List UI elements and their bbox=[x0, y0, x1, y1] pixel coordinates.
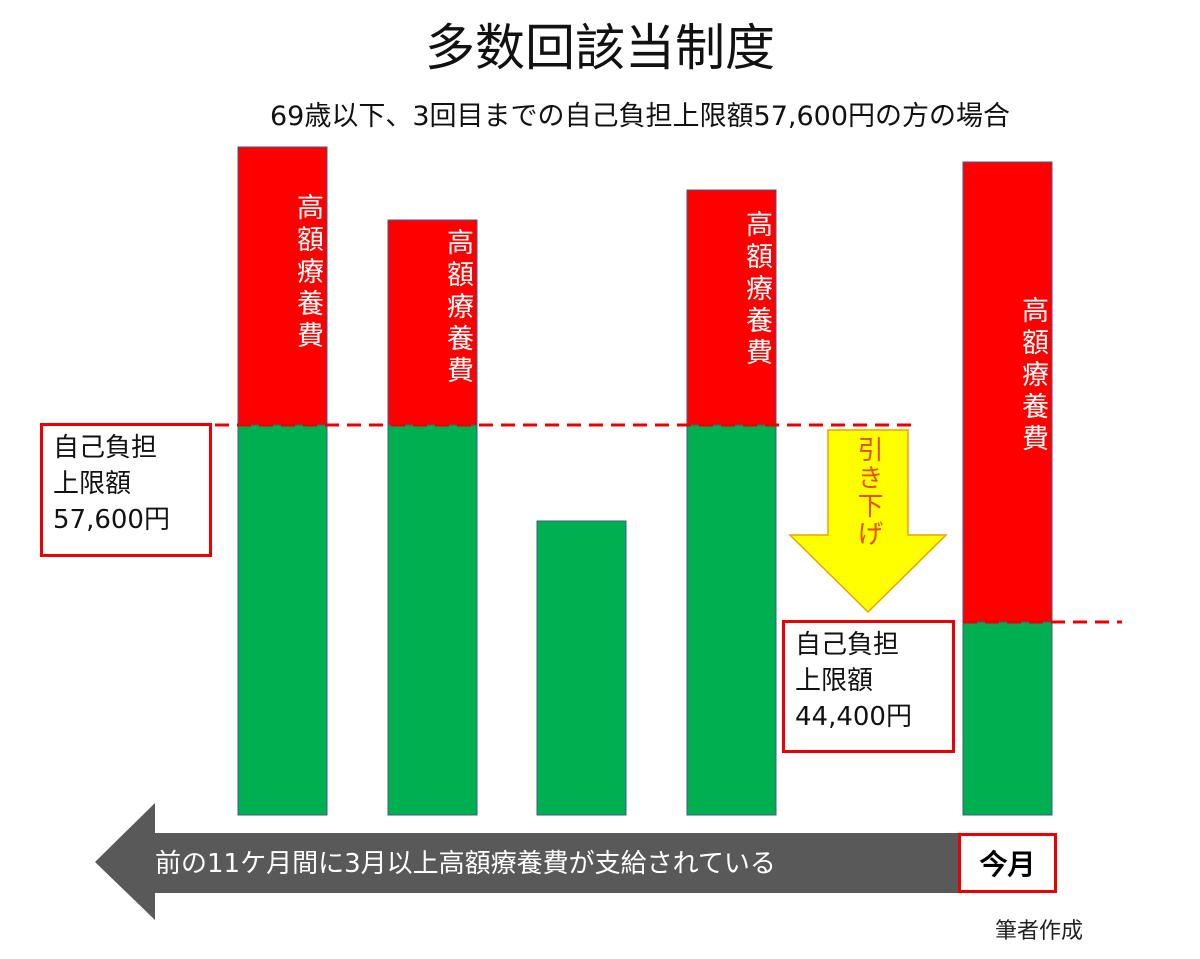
limit-text: 57,600円 bbox=[53, 505, 170, 535]
limit-text: 上限額 bbox=[795, 666, 874, 696]
bar-label: 高額療養費 bbox=[292, 193, 323, 353]
subtitle: 69歳以下、3回目までの自己負担上限額57,600円の方の場合 bbox=[269, 101, 1010, 132]
limit-text: 44,400円 bbox=[795, 702, 912, 732]
bar-label: 高額療養費 bbox=[442, 228, 473, 388]
period-arrow bbox=[95, 803, 960, 920]
down-arrow bbox=[788, 429, 948, 614]
bar-red bbox=[686, 189, 777, 426]
limit-text: 自己負担 bbox=[795, 630, 900, 660]
bar-red bbox=[962, 161, 1053, 623]
bar-red bbox=[387, 219, 478, 426]
bar-green bbox=[536, 520, 627, 816]
bar-green bbox=[686, 424, 777, 816]
bar-green bbox=[387, 424, 478, 816]
current-month: 今月 bbox=[958, 833, 1057, 893]
limit-text: 自己負担 bbox=[53, 433, 158, 463]
bar-green bbox=[962, 621, 1053, 816]
bar-green bbox=[237, 424, 328, 816]
arrow-label: 引き下げ bbox=[853, 436, 883, 548]
period-label: 前の11ケ月間に3月以上高額療養費が支給されている bbox=[155, 849, 776, 879]
bar-red bbox=[237, 146, 328, 426]
credit: 筆者作成 bbox=[995, 919, 1084, 944]
limit-box: 自己負担 上限額 57,600円 bbox=[40, 423, 212, 557]
title: 多数回該当制度 bbox=[425, 19, 775, 77]
limit-box: 自己負担 上限額 44,400円 bbox=[782, 620, 955, 753]
bars bbox=[237, 146, 1053, 816]
bar-label: 高額療養費 bbox=[1017, 296, 1048, 456]
limit-text: 上限額 bbox=[53, 469, 132, 499]
bar-label: 高額療養費 bbox=[741, 210, 772, 370]
